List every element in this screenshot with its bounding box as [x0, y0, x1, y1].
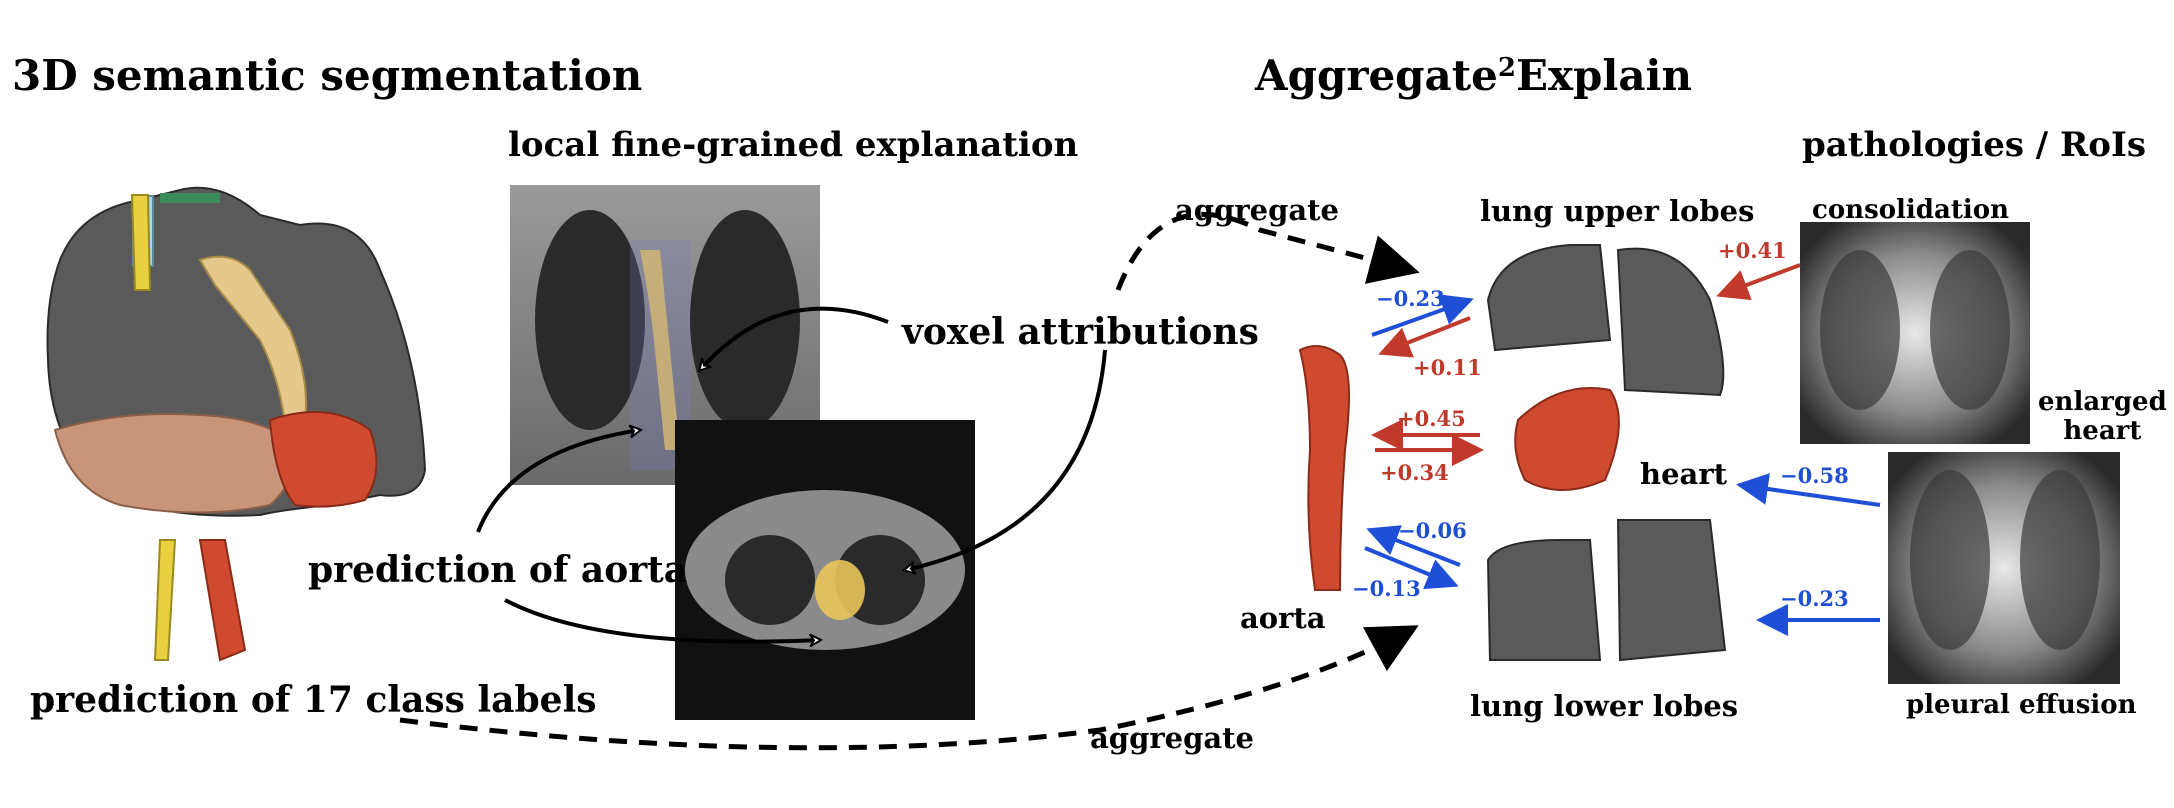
label-heart: heart — [1640, 457, 1727, 491]
value-consolidation-to-upper: +0.41 — [1718, 238, 1787, 263]
value-aorta-to-lower: −0.13 — [1352, 576, 1421, 601]
value-pleural-to-lower: −0.23 — [1780, 586, 1849, 611]
label-prediction-17: prediction of 17 class labels — [30, 679, 597, 721]
title-method: Aggregate2Explain — [1255, 51, 1693, 100]
arrow-aorta-to-lower-neg — [1364, 546, 1459, 590]
arrow-aorta-to-coronal — [476, 430, 640, 533]
trachea-mesh — [198, 255, 307, 427]
segmentation-3d-render — [46, 186, 427, 662]
label-aggregate-bottom: aggregate — [1090, 721, 1254, 755]
value-upper-to-aorta: +0.11 — [1413, 355, 1482, 380]
label-voxel-attributions: voxel attributions — [902, 311, 1259, 353]
value-heart-to-aorta: +0.45 — [1397, 406, 1466, 431]
label-aggregate-top: aggregate — [1175, 193, 1339, 227]
xray-consolidation-image — [1800, 222, 2030, 444]
xray-pleural-image — [1888, 452, 2120, 684]
arrow-voxel-to-coronal — [700, 306, 889, 370]
label-aorta: aorta — [1240, 601, 1326, 635]
title-segmentation: 3D semantic segmentation — [12, 51, 643, 100]
label-lung-upper: lung upper lobes — [1480, 194, 1755, 228]
organ-lung-lower — [1486, 519, 1727, 662]
title-local-explanation: local fine-grained explanation — [508, 125, 1079, 165]
label-enlarged-heart: enlarged heart — [2038, 387, 2167, 446]
liver-mesh — [53, 413, 294, 514]
value-aorta-to-upper: −0.23 — [1376, 286, 1445, 311]
arrow-enlarged-to-heart — [1736, 473, 1881, 507]
value-aorta-to-heart: +0.34 — [1380, 460, 1449, 485]
heart-mesh — [268, 411, 378, 508]
vessel-top-green — [160, 193, 220, 203]
arrow-aorta-to-axial — [504, 598, 820, 642]
label-consolidation: consolidation — [1812, 195, 2009, 225]
method-superscript: 2 — [1497, 53, 1516, 83]
value-enlarged-to-heart: −0.58 — [1780, 463, 1849, 488]
spine-yellow-bottom — [153, 539, 177, 661]
arrow-aggregate-top — [1115, 211, 1420, 291]
aorta-mesh-bottom — [198, 539, 247, 662]
label-pleural-effusion: pleural effusion — [1906, 690, 2137, 720]
spine-yellow — [130, 194, 152, 291]
arrow-upper-to-aorta-pos — [1378, 316, 1471, 358]
label-prediction-aorta: prediction of aorta — [308, 549, 688, 591]
organ-heart — [1514, 387, 1620, 491]
arrow-aggregate-bottom — [399, 625, 1419, 751]
value-lower-to-aorta: −0.06 — [1398, 518, 1467, 543]
arrow-voxel-to-axial — [905, 349, 1107, 570]
organ-lung-upper — [1486, 244, 1725, 397]
organ-aorta — [1298, 345, 1350, 591]
label-lung-lower: lung lower lobes — [1470, 689, 1739, 723]
title-pathologies: pathologies / RoIs — [1802, 125, 2147, 165]
arrow-lower-to-aorta-neg — [1366, 525, 1461, 567]
ct-axial-image — [675, 420, 975, 720]
arrow-consolidation-to-upper — [1716, 263, 1801, 301]
